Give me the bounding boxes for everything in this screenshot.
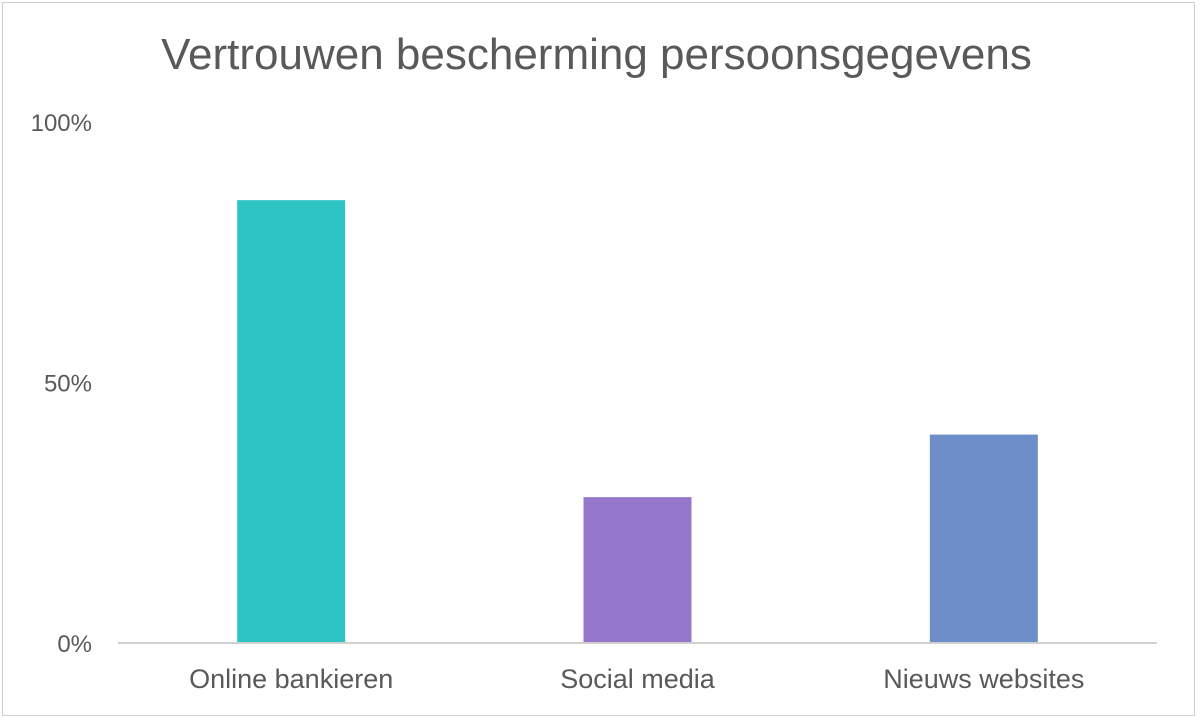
chart-title: Vertrouwen bescherming persoonsgegevens [161,30,1032,79]
bar [929,434,1038,643]
x-tick-label: Social media [560,664,716,694]
bars [237,200,1038,643]
y-tick-label: 0% [57,631,92,658]
y-tick-label: 50% [44,371,92,398]
bar [237,200,346,643]
y-tick-label: 100% [31,110,92,137]
x-tick-label: Nieuws websites [883,664,1084,694]
x-tick-label: Online bankieren [189,664,393,694]
y-axis-ticks: 0% 50% 100% [31,110,92,658]
bar [583,497,692,643]
x-axis-categories: Online bankieren Social media Nieuws websi… [189,664,1084,694]
